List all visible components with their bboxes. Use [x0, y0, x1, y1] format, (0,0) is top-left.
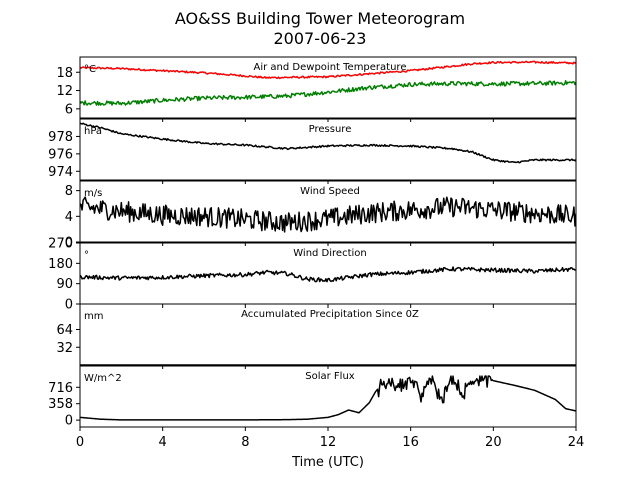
y-tick-label-wind_dir: 270: [48, 237, 73, 252]
y-tick-label-temp: 12: [56, 84, 73, 99]
panel-unit-precip: mm: [84, 311, 103, 322]
y-tick-label-solar: 716: [48, 381, 73, 396]
x-tick-label: 16: [402, 435, 419, 450]
y-tick-label-precip: 64: [56, 323, 73, 338]
chart-subtitle: 2007-06-23: [274, 29, 367, 48]
y-tick-label-wind_dir: 180: [48, 257, 73, 272]
series-line-wind_speed-0: [80, 196, 576, 233]
panel-title-wind_dir: Wind Direction: [293, 248, 367, 259]
y-tick-label-wind_speed: 0: [65, 236, 73, 251]
y-tick-label-solar: 358: [48, 397, 73, 412]
panel-pressure: 974 976 978 Pressure hPa: [48, 118, 577, 184]
panel-title-precip: Accumulated Precipitation Since 0Z: [241, 309, 419, 320]
x-tick-label: 0: [76, 435, 84, 450]
panel-title-wind_speed: Wind Speed: [300, 186, 360, 197]
x-tick-label: 12: [320, 435, 337, 450]
y-tick-label-pressure: 978: [48, 130, 73, 145]
panel-title-pressure: Pressure: [309, 124, 352, 135]
x-axis: 0 4 8 12 16 20 24: [76, 435, 584, 450]
y-tick-label-solar: 0: [65, 414, 73, 429]
panel-unit-wind_dir: °: [84, 250, 89, 261]
x-tick-label: 8: [241, 435, 249, 450]
y-tick-label-pressure: 976: [48, 147, 73, 162]
y-tick-label-temp: 6: [65, 102, 73, 117]
x-tick-label: 4: [159, 435, 167, 450]
panel-unit-temp: °C: [84, 64, 96, 75]
y-tick-label-wind_dir: 0: [65, 298, 73, 313]
panel-unit-wind_speed: m/s: [84, 188, 102, 199]
panel-precip: 32 64 Accumulated Precipitation Since 0Z mm: [56, 303, 577, 369]
panel-temp: 6 12 18 Air and Dewpoint Temperature °C: [56, 56, 577, 122]
panel-wind_dir: 0 90 180 270 Wind Direction °: [48, 237, 577, 313]
y-tick-label-wind_speed: 4: [65, 210, 73, 225]
series-line-wind_dir-0: [80, 266, 576, 283]
x-tick-label: 20: [485, 435, 502, 450]
panel-unit-solar: W/m^2: [84, 373, 122, 384]
panel-title-solar: Solar Flux: [305, 371, 355, 382]
y-tick-label-wind_dir: 90: [56, 277, 73, 292]
x-tick-label: 24: [568, 435, 585, 450]
series-line-temp-0: [80, 60, 576, 80]
y-tick-label-wind_speed: 8: [65, 184, 73, 199]
y-tick-label-pressure: 974: [48, 165, 73, 180]
series-line-pressure-0: [80, 122, 576, 164]
panel-title-temp: Air and Dewpoint Temperature: [254, 62, 407, 73]
panel-unit-pressure: hPa: [84, 126, 102, 137]
y-tick-label-precip: 32: [56, 341, 73, 356]
chart-title: AO&SS Building Tower Meteorogram: [175, 9, 465, 28]
panel-wind_speed: 0 4 8 Wind Speed m/s: [65, 180, 577, 251]
series-line-solar-0: [80, 375, 576, 421]
x-axis-label: Time (UTC): [291, 455, 364, 470]
series-line-temp-1: [80, 80, 576, 106]
y-tick-label-temp: 18: [56, 66, 73, 81]
